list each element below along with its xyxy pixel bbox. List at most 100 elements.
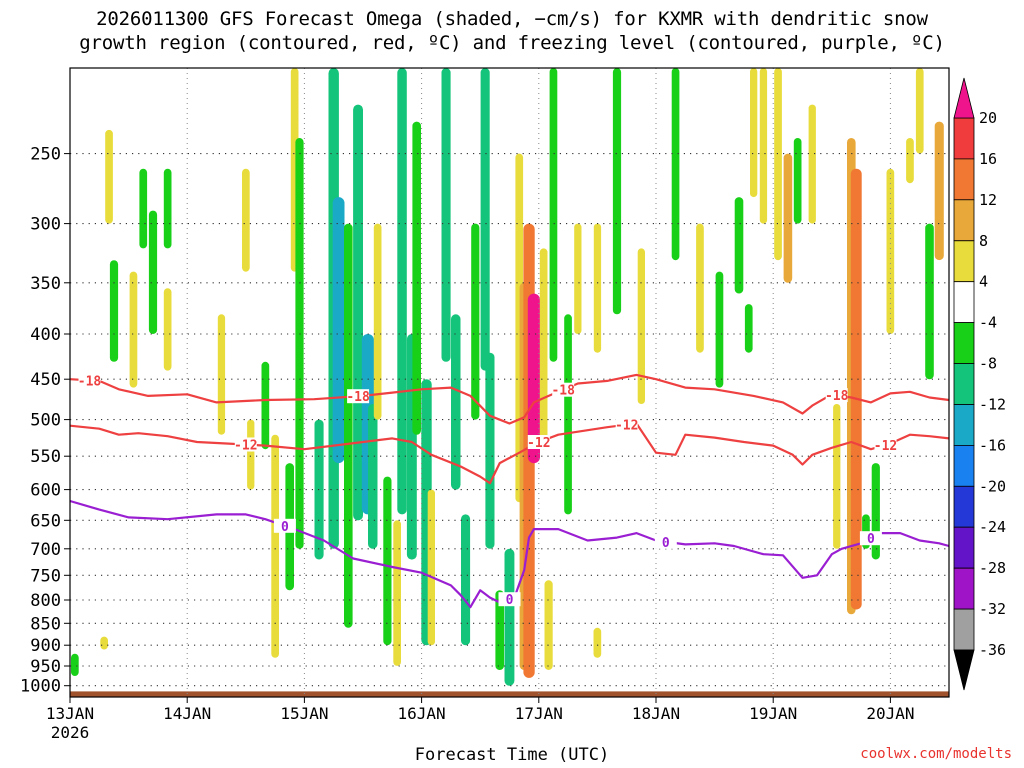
omega-shade-36	[480, 68, 490, 371]
omega-shade-0	[71, 653, 79, 676]
colorbar-label: -36	[979, 641, 1006, 659]
omega-shade-33	[451, 314, 461, 490]
colorbar-label: -24	[979, 518, 1006, 536]
colorbar-label: -8	[979, 355, 997, 373]
contour-label-bg	[78, 373, 101, 388]
y-tick-label: 850	[30, 614, 61, 634]
x-tick-label: 16JAN	[398, 704, 446, 723]
contour-label-bg	[234, 437, 257, 452]
omega-shade-31	[427, 489, 435, 646]
chart-title-line-1: 2026011300 GFS Forecast Omega (shaded, −…	[96, 8, 928, 30]
credit-link[interactable]: coolwx.com/modelts	[860, 746, 1012, 762]
omega-shade-73	[934, 121, 944, 261]
omega-shade-59	[759, 68, 768, 224]
omega-shade-47	[564, 314, 572, 515]
colorbar-label: -32	[979, 600, 1006, 618]
y-tick-label: 550	[30, 447, 61, 467]
colorbar-bin	[953, 240, 975, 283]
omega-shade-50	[593, 627, 602, 658]
contour-label: -18	[825, 389, 849, 404]
omega-shade-39	[504, 548, 515, 686]
omega-shade-24	[373, 223, 382, 420]
omega-shade-21	[353, 104, 363, 521]
omega-shade-3	[109, 260, 119, 362]
contour-label: 0	[867, 532, 875, 547]
colorbar-label: -28	[979, 559, 1006, 577]
y-tick-label: 900	[30, 636, 61, 656]
contour-label-bg	[874, 437, 897, 452]
omega-shade-61	[783, 153, 793, 283]
contour-label-bg	[552, 382, 575, 397]
omega-shade-46	[544, 580, 553, 670]
contour-0	[69, 373, 950, 425]
contour-label: -12	[527, 436, 550, 451]
contour-label: -12	[615, 419, 638, 434]
omega-shade-66	[850, 168, 862, 610]
x-axis-label: Forecast Time (UTC)	[414, 745, 610, 765]
colorbar-bin	[953, 485, 975, 528]
omega-shade-10	[242, 168, 250, 272]
contour-label: -18	[551, 384, 575, 399]
omega-shade-19	[332, 197, 345, 464]
contour-label: -12	[874, 439, 897, 454]
omega-shade-44	[539, 248, 548, 450]
omega-shade-29	[412, 121, 421, 435]
contour-label: 0	[662, 536, 670, 551]
y-tick-label: 700	[30, 540, 61, 560]
colorbar-bin	[953, 322, 975, 364]
omega-shade-11	[247, 419, 255, 490]
colorbar-label: -20	[979, 477, 1006, 495]
omega-shade-16	[295, 138, 304, 549]
y-tick-label: 500	[30, 411, 61, 431]
colorbar-bin	[953, 567, 975, 610]
colorbar-label: -16	[979, 436, 1006, 454]
omega-shade-53	[671, 68, 680, 261]
y-tick-label: 450	[30, 370, 61, 390]
contour-label-bg	[825, 388, 848, 403]
colorbar-label: 20	[979, 109, 997, 127]
omega-shade-20	[344, 223, 353, 628]
y-tick-label: 1000	[20, 677, 61, 697]
x-tick-label: 20JAN	[866, 704, 914, 723]
omega-shade-43	[527, 293, 540, 464]
omega-shade-55	[715, 271, 724, 388]
contour-1	[69, 422, 950, 485]
omega-shade-62	[793, 138, 802, 224]
omega-shade-25	[383, 476, 392, 646]
contour-label-bg	[527, 435, 550, 449]
colorbar-bin	[953, 281, 975, 324]
omega-shade-1	[100, 636, 108, 650]
omega-shade-69	[886, 168, 895, 334]
omega-shade-2	[105, 129, 113, 224]
colorbar-label: 12	[979, 191, 997, 209]
omega-shade-70	[906, 138, 914, 184]
contour-label: -18	[346, 390, 370, 405]
omega-shade-13	[271, 434, 279, 658]
omega-shade-4	[129, 271, 138, 388]
omega-shade-63	[808, 104, 816, 224]
omega-shade-37	[485, 352, 495, 549]
omega-shade-5	[139, 168, 148, 249]
colorbar-bin	[953, 199, 975, 242]
omega-shade-38	[495, 590, 504, 670]
chart-title-line-2: growth region (contoured, red, ºC) and f…	[79, 32, 945, 54]
contour-label-bg	[273, 518, 296, 533]
colorbar-label: -12	[979, 396, 1006, 414]
omega-shade-23	[368, 404, 378, 549]
y-tick-label: 650	[30, 511, 61, 531]
omega-shade-7	[163, 168, 172, 249]
omega-shade-8	[163, 288, 172, 371]
omega-shade-12	[261, 361, 270, 450]
y-tick-label: 800	[30, 591, 61, 611]
contour-label-bg	[859, 531, 882, 546]
contour-label-bg	[498, 592, 521, 607]
colorbar-bin	[953, 444, 975, 487]
omega-shade-9	[217, 314, 226, 435]
y-tick-label: 950	[30, 657, 61, 677]
omega-shade-27	[397, 68, 407, 515]
x-tick-label: 18JAN	[632, 704, 680, 723]
x-tick-label: 13JAN	[46, 704, 94, 723]
omega-shade-56	[734, 197, 744, 294]
colorbar-label: 16	[979, 150, 997, 168]
y-tick-label: 300	[30, 215, 61, 235]
